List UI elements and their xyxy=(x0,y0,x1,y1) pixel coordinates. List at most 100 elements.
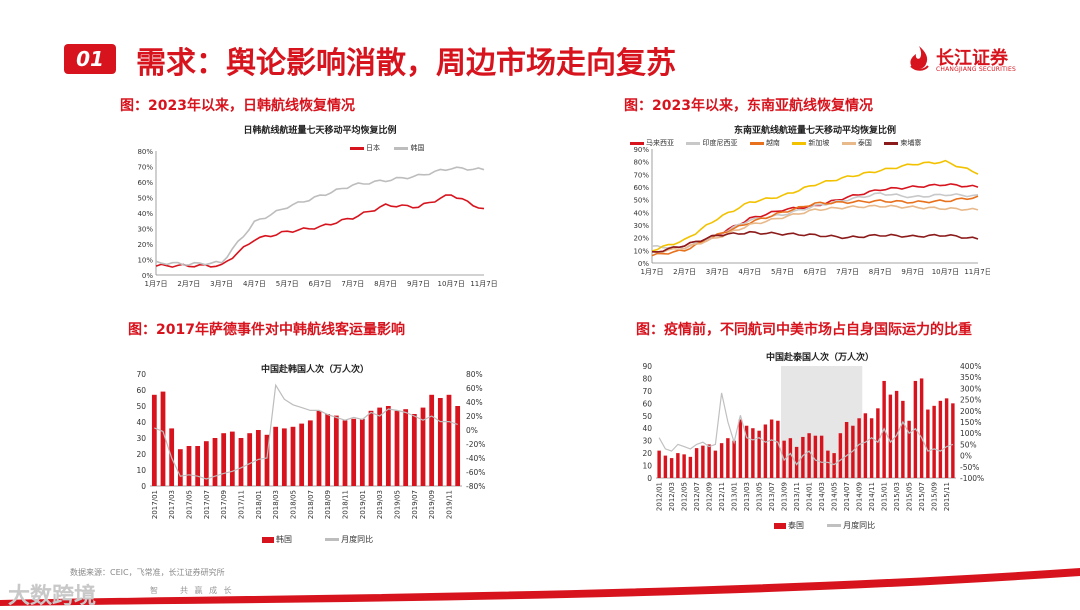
y-tick-label: 90% xyxy=(633,146,649,154)
legend-swatch xyxy=(686,141,701,145)
x-tick-label: 2018/03 xyxy=(272,490,280,519)
x-tick-label: 7月7日 xyxy=(836,268,859,276)
bar xyxy=(901,400,905,478)
series-line-新加坡 xyxy=(651,159,979,252)
x-tick-label: 6月7日 xyxy=(804,268,827,276)
y-tick-label: 30% xyxy=(137,226,153,234)
bar xyxy=(888,394,893,478)
bar xyxy=(299,423,305,486)
data-source-note: 数据来源：CEIC，飞常准，长江证券研究所 xyxy=(70,568,225,577)
legend-label: 日本 xyxy=(366,144,380,152)
x-tick-label: 2017/05 xyxy=(186,490,194,519)
watermark-text: 大数跨境 xyxy=(8,584,97,609)
x-tick-label: 2014/07 xyxy=(843,482,851,511)
y-left-tick-label: 50 xyxy=(642,412,652,421)
y-right-tick-label: 100% xyxy=(960,429,981,438)
y-tick-label: 60% xyxy=(633,184,649,192)
legend-swatch xyxy=(325,538,340,541)
y-left-tick-label: 20 xyxy=(136,450,146,459)
legend-swatch xyxy=(884,141,899,145)
x-tick-label: 1月7日 xyxy=(641,268,664,276)
bar xyxy=(676,453,680,478)
x-tick-label: 5月7日 xyxy=(276,280,299,288)
y-left-tick-label: 10 xyxy=(642,462,652,471)
y-right-tick-label: -20% xyxy=(466,440,485,449)
y-right-tick-label: 50% xyxy=(960,440,977,449)
bar xyxy=(446,394,452,486)
bar xyxy=(907,420,911,478)
chart2-legend: 马来西亚 印度尼西亚 越南 新加坡 泰国 柬埔寨 xyxy=(630,138,990,148)
bar xyxy=(195,446,201,486)
y-tick-label: 0% xyxy=(142,272,153,280)
y-tick-label: 10% xyxy=(137,257,153,265)
x-tick-label: 2014/03 xyxy=(818,482,826,511)
yoy-line xyxy=(154,383,458,480)
y-right-tick-label: 150% xyxy=(960,418,981,427)
bar xyxy=(229,431,235,486)
bar xyxy=(290,426,296,486)
x-tick-label: 2019/07 xyxy=(411,490,419,519)
chart4-legend: 泰国 月度同比 xyxy=(774,520,875,531)
legend-swatch xyxy=(774,522,786,529)
y-right-tick-label: -50% xyxy=(960,463,979,472)
y-tick-label: 40% xyxy=(137,210,153,218)
x-tick-label: 3月7日 xyxy=(210,280,233,288)
page-title: 需求：舆论影响消散，周边市场走向复苏 xyxy=(136,46,676,81)
y-left-tick-label: 40 xyxy=(642,424,652,433)
bar xyxy=(385,406,391,486)
y-left-tick-label: 10 xyxy=(136,466,146,475)
legend-label: 月度同比 xyxy=(843,521,876,530)
bar xyxy=(919,378,924,478)
chart2-plot: 0% 10% 20% 30% 40% 50% 60% 70% 80% 90% 1月7日 2月7日 3月7… xyxy=(633,146,990,276)
x-tick-label: 1月7日 xyxy=(145,280,168,288)
legend-label: 韩国 xyxy=(410,144,425,152)
legend-swatch xyxy=(630,141,644,145)
bar xyxy=(186,446,192,486)
bar xyxy=(876,408,880,478)
bar xyxy=(682,454,686,478)
bar xyxy=(377,407,383,486)
footer-swoosh xyxy=(0,568,1080,606)
bar xyxy=(333,415,339,486)
y-left-tick-label: 70 xyxy=(136,370,146,379)
y-left-tick-label: 80 xyxy=(642,374,652,383)
y-right-tick-label: 80% xyxy=(466,370,483,379)
chart4-section-title: 图：疫情前，不同航司中美市场占自身国际运力的比重 xyxy=(636,322,972,338)
legend-swatch xyxy=(350,146,364,150)
y-tick-label: 0% xyxy=(638,260,649,268)
x-tick-label: 8月7日 xyxy=(869,268,892,276)
bar xyxy=(342,420,348,486)
bar xyxy=(247,433,253,486)
y-tick-label: 50% xyxy=(137,195,153,203)
x-tick-label: 11月7日 xyxy=(470,280,497,288)
x-tick-label: 2015/05 xyxy=(906,482,914,511)
x-tick-label: 10月7日 xyxy=(438,280,465,288)
y-left-tick-label: 0 xyxy=(647,474,652,483)
y-left-tick-label: 70 xyxy=(642,387,652,396)
x-tick-label: 2017/07 xyxy=(203,490,211,519)
y-left-tick-label: 30 xyxy=(136,434,146,443)
bar xyxy=(238,438,244,486)
y-tick-label: 70% xyxy=(137,164,153,172)
x-tick-label: 2019/11 xyxy=(446,490,454,519)
y-right-tick-label: 200% xyxy=(960,407,981,416)
legend-label: 泰国 xyxy=(857,139,872,147)
bar xyxy=(429,394,435,486)
bar xyxy=(738,419,743,478)
bar xyxy=(273,426,279,486)
bar xyxy=(932,405,936,478)
bar xyxy=(160,391,166,486)
y-right-tick-label: 60% xyxy=(466,384,483,393)
bar xyxy=(832,453,836,478)
y-right-tick-label: -100% xyxy=(960,474,984,483)
bar xyxy=(744,425,749,478)
legend-label: 马来西亚 xyxy=(646,139,674,147)
legend-swatch xyxy=(262,536,274,543)
y-left-tick-label: 50 xyxy=(136,402,146,411)
x-tick-label: 7月7日 xyxy=(341,280,364,288)
x-tick-label: 2015/07 xyxy=(918,482,926,511)
x-tick-label: 2018/07 xyxy=(307,490,315,519)
bar xyxy=(851,425,855,478)
x-tick-label: 5月7日 xyxy=(771,268,794,276)
x-tick-label: 6月7日 xyxy=(309,280,332,288)
